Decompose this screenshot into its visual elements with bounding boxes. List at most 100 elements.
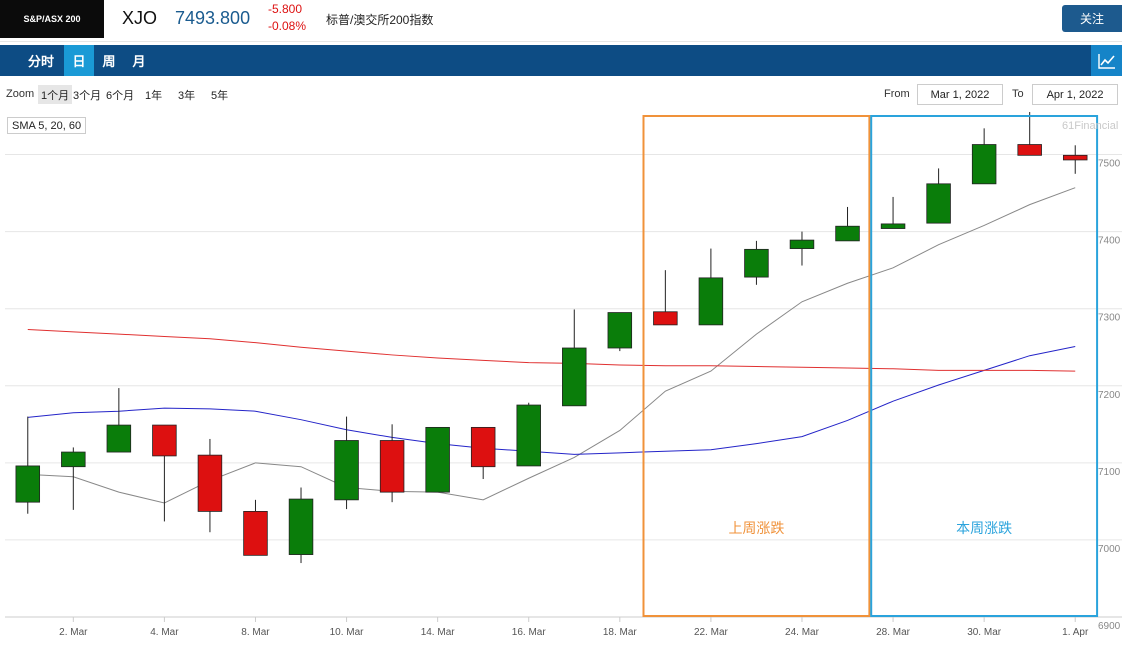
candle-body (288, 498, 314, 555)
candle-body (334, 440, 359, 501)
annotation-label-1: 上周涨跌 (728, 521, 784, 537)
candle-body (197, 454, 223, 512)
x-tick-label: 30. Mar (967, 627, 1002, 638)
candle (470, 426, 496, 480)
from-date-input[interactable]: Mar 1, 2022 (917, 84, 1003, 105)
y-tick-label: 7300 (1098, 313, 1121, 324)
y-tick-label: 7400 (1098, 236, 1121, 247)
y-tick-label: 7100 (1098, 467, 1121, 478)
x-tick-label: 16. Mar (512, 627, 547, 638)
tab-daily[interactable]: 日 (64, 45, 94, 76)
candle (653, 270, 678, 326)
line-chart-icon (1097, 53, 1115, 69)
header-bar: S&P/ASX 200 XJO 7493.800 -5.800 -0.08% 标… (0, 0, 1122, 42)
x-tick-label: 2. Mar (59, 627, 88, 638)
candle-body (106, 424, 132, 453)
index-full-name: 标普/澳交所200指数 (326, 13, 434, 27)
candle-body (152, 424, 177, 457)
candle (744, 240, 769, 285)
candle-body (971, 144, 997, 185)
zoom-6m[interactable]: 6个月 (106, 89, 135, 102)
x-tick-label: 24. Mar (785, 627, 820, 638)
sma-line-2 (27, 345, 1076, 455)
zoom-label: Zoom (6, 88, 35, 100)
candle-body (15, 465, 41, 503)
tab-intraday[interactable]: 分时 (27, 54, 54, 69)
candle (971, 128, 997, 185)
sma-line-1 (27, 187, 1076, 504)
index-logo: S&P/ASX 200 (0, 0, 104, 38)
y-tick-label: 7200 (1098, 390, 1121, 401)
candle (698, 248, 724, 326)
candle (1062, 145, 1088, 174)
candle-body (379, 440, 405, 493)
candle-body (607, 312, 633, 349)
zoom-1m[interactable]: 1个月 (38, 85, 73, 104)
to-label: To (1012, 88, 1024, 100)
candle-body (926, 183, 951, 224)
candlestick-chart[interactable]: 上周涨跌 本周涨跌 2. Mar 4. Mar 8. Mar 10. Mar 14. Ma… (0, 112, 1122, 649)
annotation-box-2 (870, 115, 1099, 617)
candle (288, 487, 314, 564)
symbol: XJO (122, 8, 158, 28)
annotation-box-1 (642, 115, 871, 617)
y-tick-label: 7000 (1098, 544, 1121, 555)
candle (789, 231, 815, 266)
candle (835, 206, 860, 242)
candle-body (516, 404, 541, 467)
period-tabs: 分时 日 周 月 (0, 45, 1122, 76)
x-tick-label: 10. Mar (330, 627, 365, 638)
change-pct: -0.08% (268, 19, 307, 33)
indicator-label: SMA 5, 20, 60 (7, 117, 87, 134)
candle (607, 312, 633, 352)
credit-text: 61Financial (1062, 120, 1119, 132)
x-tick-label: 1. Apr (1062, 627, 1089, 638)
tab-weekly[interactable]: 周 (102, 54, 116, 69)
zoom-5y[interactable]: 5年 (211, 89, 229, 102)
candle-body (425, 426, 450, 493)
zoom-1y[interactable]: 1年 (145, 89, 163, 102)
candle-body (744, 248, 769, 278)
y-tick-label: 6900 (1098, 621, 1121, 632)
candle (334, 416, 359, 510)
candle-body (1017, 144, 1042, 156)
candle-body (243, 511, 268, 556)
candle-body (470, 426, 496, 468)
x-tick-label: 18. Mar (603, 627, 638, 638)
candle-body (653, 311, 678, 326)
price: 7493.800 (175, 8, 251, 28)
to-date-input[interactable]: Apr 1, 2022 (1032, 84, 1118, 105)
change: -5.800 -0.08% (268, 1, 306, 35)
sma-line-3 (27, 329, 1076, 372)
y-tick-label: 7500 (1098, 159, 1121, 170)
candle (152, 424, 177, 522)
candle (15, 416, 41, 514)
candle-body (698, 277, 724, 326)
candle (425, 426, 450, 493)
from-label: From (884, 88, 910, 100)
zoom-3y[interactable]: 3年 (178, 89, 196, 102)
candle (197, 438, 223, 533)
candle (61, 447, 86, 510)
x-tick-label: 22. Mar (694, 627, 729, 638)
candle (880, 196, 906, 229)
follow-button[interactable]: 关注 (1062, 5, 1122, 32)
x-tick-label: 4. Mar (150, 627, 179, 638)
candle (516, 402, 541, 467)
candle-body (835, 225, 860, 242)
x-tick-label: 28. Mar (876, 627, 911, 638)
annotation-label-2: 本周涨跌 (956, 521, 1012, 537)
candle-body (1062, 154, 1088, 161)
candle (243, 499, 268, 556)
candle (106, 388, 132, 453)
zoom-3m[interactable]: 3个月 (73, 89, 102, 102)
chart-type-button[interactable] (1091, 45, 1122, 76)
zoom-row: Zoom 1个月 3个月 6个月 1年 3年 5年 From Mar 1, 20… (0, 84, 1122, 106)
candle (562, 309, 587, 407)
candle-body (789, 239, 815, 249)
candle (1017, 112, 1042, 156)
tab-monthly[interactable]: 月 (132, 54, 146, 69)
x-tick-label: 8. Mar (241, 627, 270, 638)
candle-body (880, 223, 906, 229)
candle-body (61, 451, 86, 468)
